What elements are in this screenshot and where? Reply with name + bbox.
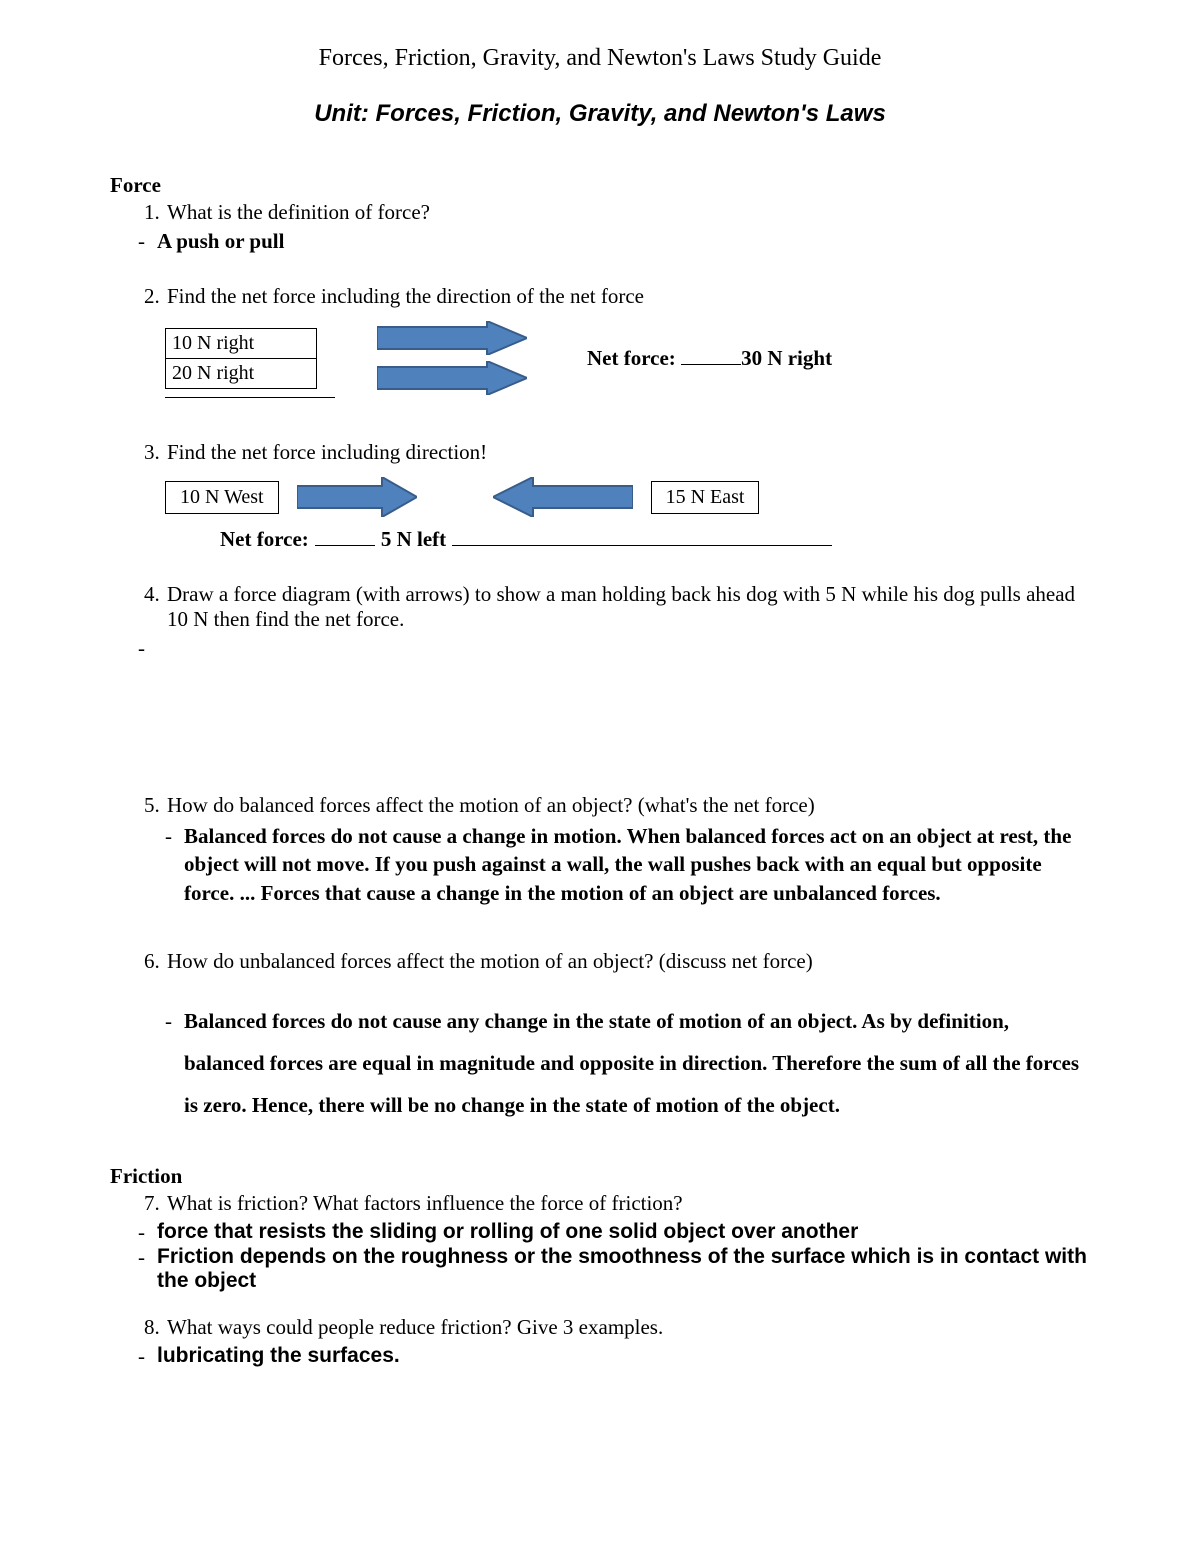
- arrow-left-icon: [493, 477, 633, 517]
- q2-arrows: [377, 321, 527, 395]
- q1: What is the definition of force?: [165, 200, 1090, 225]
- q2-box-bot: 20 N right: [166, 358, 316, 388]
- page: Forces, Friction, Gravity, and Newton's …: [0, 0, 1200, 1553]
- page-header: Forces, Friction, Gravity, and Newton's …: [110, 45, 1090, 72]
- section-force-head: Force: [110, 173, 1090, 198]
- a5: - Balanced forces do not cause a change …: [165, 822, 1090, 907]
- q6: How do unbalanced forces affect the moti…: [165, 949, 1090, 974]
- a8: - lubricating the surfaces.: [138, 1344, 1090, 1369]
- q3: Find the net force including direction!: [165, 440, 1090, 465]
- a7b: - Friction depends on the roughness or t…: [138, 1245, 1090, 1293]
- q3-diagram: 10 N West 15 N East: [165, 477, 1090, 517]
- q3-left-box: 10 N West: [165, 481, 279, 514]
- q2: Find the net force including the directi…: [165, 284, 1090, 309]
- section-friction-head: Friction: [110, 1164, 1090, 1189]
- q3-netforce: Net force: 5 N left: [220, 527, 1090, 552]
- arrow-right-icon: [297, 477, 417, 517]
- q2-netforce: Net force: 30 N right: [587, 346, 832, 371]
- q2-diagram: 10 N right 20 N right Net force: 30 N ri…: [165, 321, 1090, 395]
- unit-title: Unit: Forces, Friction, Gravity, and New…: [110, 100, 1090, 128]
- q8: What ways could people reduce friction? …: [165, 1315, 1090, 1340]
- q2-box-top: 10 N right: [166, 329, 316, 358]
- a1: - A push or pull: [138, 229, 1090, 254]
- a7a: - force that resists the sliding or roll…: [138, 1220, 1090, 1245]
- q5: How do balanced forces affect the motion…: [165, 793, 1090, 818]
- q2-force-box: 10 N right 20 N right: [165, 328, 317, 389]
- arrow-right-icon: [377, 321, 527, 355]
- a6: - Balanced forces do not cause any chang…: [165, 1000, 1090, 1126]
- q3-right-box: 15 N East: [651, 481, 760, 514]
- arrow-right-icon: [377, 361, 527, 395]
- q4: Draw a force diagram (with arrows) to sh…: [165, 582, 1090, 632]
- a4: -: [138, 636, 1090, 661]
- q7: What is friction? What factors influence…: [165, 1191, 1090, 1216]
